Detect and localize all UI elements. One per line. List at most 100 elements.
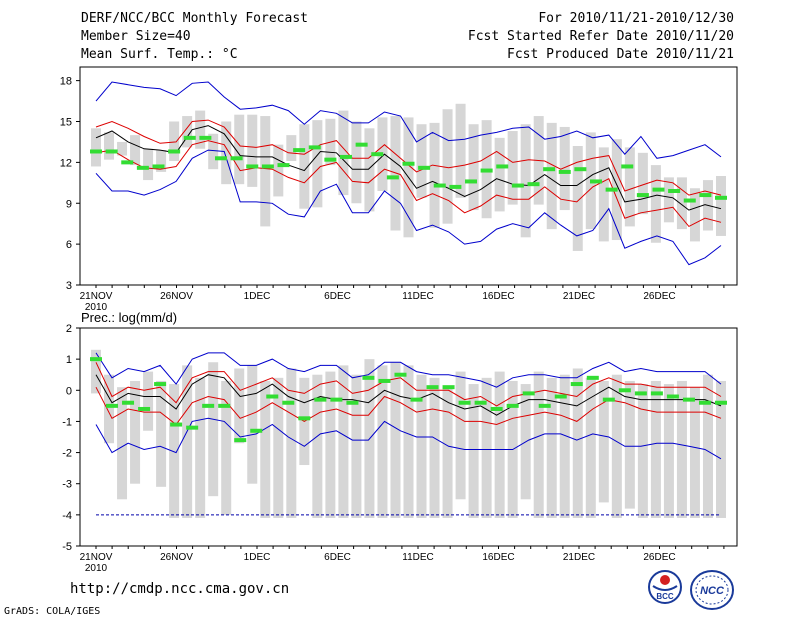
- temp-spread-box: [650, 165, 661, 243]
- prec-spread-box: [247, 365, 258, 484]
- prec-spread-box: [221, 380, 232, 515]
- prec-spread-box: [585, 377, 596, 518]
- prec-spread-box: [273, 377, 284, 518]
- prec-spread-box: [208, 362, 219, 497]
- temp-observed-mark: [465, 179, 477, 184]
- prec-spread-box: [143, 371, 154, 431]
- temp-observed-mark: [293, 148, 306, 153]
- temp-spread-box: [546, 122, 557, 230]
- source-url[interactable]: http://cmdp.ncc.cma.gov.cn: [70, 581, 290, 597]
- temp-spread-box: [416, 124, 427, 198]
- prec-y-tick-label: -4: [62, 510, 72, 522]
- temp-spread-box: [364, 128, 375, 212]
- temp-lower-envelope-line: [95, 149, 722, 266]
- temp-observed-mark: [105, 149, 118, 154]
- started-date: Fcst Started Refer Date 2010/11/20: [467, 29, 734, 44]
- prec-spread-box: [598, 380, 609, 503]
- prec-x-tick-label: 11DEC: [402, 552, 434, 563]
- prec-spread-box: [455, 371, 466, 500]
- temp-spread-box: [442, 109, 453, 224]
- prec-observed-mark: [186, 425, 199, 430]
- prec-observed-mark: [314, 397, 327, 402]
- temp-observed-mark: [683, 198, 696, 203]
- temp-observed-mark: [511, 183, 524, 188]
- temp-spread-box: [143, 148, 154, 181]
- temp-observed-mark: [699, 193, 712, 198]
- temp-spread-box: [117, 141, 128, 156]
- prec-observed-mark: [602, 397, 615, 402]
- temp-spread-box: [104, 132, 115, 160]
- prec-observed-mark: [154, 382, 167, 387]
- prec-spread-box: [195, 377, 206, 518]
- prec-plot-frame: [79, 327, 738, 547]
- temp-mean-line: [95, 125, 722, 211]
- ncc-logo: NCC: [690, 570, 734, 610]
- prec-y-tick-label: -2: [62, 448, 72, 460]
- prec-observed-mark: [106, 403, 119, 408]
- temp-x-tick-label: 21NOV: [80, 291, 113, 302]
- temp-observed-mark: [199, 135, 212, 140]
- grads-credit: GrADS: COLA/IGES: [4, 606, 101, 617]
- prec-upper-envelope-line: [95, 352, 722, 388]
- prec-y-tick-label: 0: [66, 385, 72, 397]
- temp-x-tick-label: 1DEC: [244, 291, 271, 302]
- produced-date: Fcst Produced Date 2010/11/21: [507, 47, 734, 62]
- prec-spread-box: [403, 365, 414, 518]
- prec-x-tick-label: 16DEC: [482, 552, 514, 563]
- temp-spread-box: [247, 114, 258, 187]
- temp-spread-box: [169, 121, 180, 162]
- temp-observed-mark: [371, 152, 384, 157]
- temp-spread-box: [208, 133, 219, 170]
- temp-x-tick-label: 21DEC: [563, 291, 595, 302]
- prec-observed-mark: [346, 400, 359, 405]
- temp-observed-mark: [386, 175, 399, 180]
- temp-observed-mark: [90, 149, 102, 154]
- prec-observed-mark: [218, 403, 231, 408]
- prec-spread-box: [156, 380, 167, 487]
- temp-spread-box: [468, 124, 479, 211]
- prec-spread-box: [390, 362, 401, 518]
- temp-observed-mark: [621, 164, 634, 169]
- prec-observed-mark: [362, 375, 375, 380]
- temp-observed-mark: [183, 135, 196, 140]
- prec-spread-box: [182, 365, 193, 518]
- ncc-logo-text: NCC: [700, 585, 725, 597]
- temp-spread-box: [689, 188, 700, 242]
- prec-observed-mark: [202, 403, 215, 408]
- prec-observed-mark: [715, 400, 727, 405]
- prec-spread-box: [572, 368, 583, 518]
- prec-y-tick-label: 2: [66, 323, 72, 335]
- prec-spread-box: [91, 349, 101, 394]
- prec-upper-quartile-line: [95, 362, 722, 407]
- temp-y-tick-label: 15: [60, 117, 72, 129]
- prec-observed-mark: [474, 400, 487, 405]
- prec-y-tick-label: -5: [62, 541, 72, 553]
- temp-observed-mark: [715, 195, 727, 200]
- temp-y-tick-label: 9: [66, 198, 72, 210]
- prec-observed-mark: [490, 406, 503, 411]
- prec-spread-box: [533, 371, 544, 518]
- prec-x-tick-label: 21DEC: [563, 552, 595, 563]
- bcc-logo-text: BCC: [656, 592, 674, 601]
- temp-spread-box: [286, 135, 297, 162]
- prec-spread-box: [702, 374, 713, 518]
- prec-spread-box: [377, 365, 388, 518]
- prec-observed-mark: [122, 400, 135, 405]
- prec-observed-mark: [506, 403, 519, 408]
- prec-observed-mark: [410, 397, 423, 402]
- prec-observed-mark: [426, 385, 439, 390]
- prec-spread-box: [689, 387, 700, 518]
- temp-spread-box: [195, 110, 206, 149]
- temp-observed-mark: [246, 164, 259, 169]
- prec-spread-box: [325, 371, 336, 518]
- prec-spread-box: [338, 365, 349, 518]
- temp-observed-mark: [168, 149, 181, 154]
- prec-observed-mark: [266, 394, 279, 399]
- temp-spread-box: [338, 110, 349, 196]
- prec-spread-box: [416, 374, 427, 518]
- temp-observed-mark: [340, 154, 352, 159]
- temp-spread-box: [299, 124, 310, 209]
- temp-observed-mark: [324, 157, 337, 162]
- prec-spread-box: [611, 374, 622, 518]
- temp-observed-mark: [402, 161, 415, 166]
